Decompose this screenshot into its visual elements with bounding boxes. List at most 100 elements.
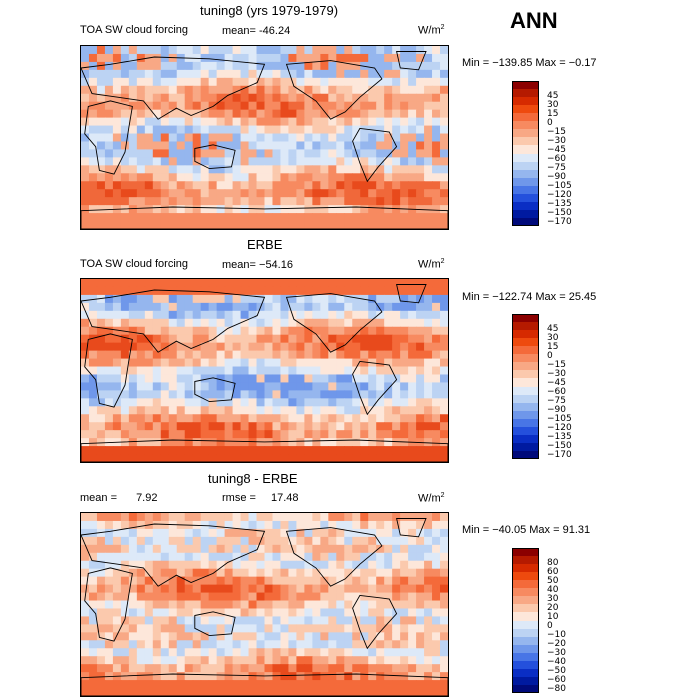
map-cell — [144, 624, 154, 633]
map-cell — [232, 366, 242, 376]
map-cell — [432, 141, 441, 151]
map-cell — [144, 454, 154, 462]
map-cell — [440, 552, 448, 562]
map-cell — [328, 398, 337, 407]
map-cell — [160, 326, 170, 336]
map-cell — [112, 85, 122, 95]
map-cell — [424, 133, 433, 143]
map-cell — [368, 294, 377, 304]
map-cell — [376, 165, 385, 174]
map-cell — [432, 149, 441, 158]
map-cell — [352, 422, 361, 431]
map-cell — [240, 584, 250, 594]
map-cell — [88, 513, 98, 522]
colorbar-cell — [512, 330, 539, 339]
map-cell — [176, 173, 186, 182]
map-cell — [104, 61, 114, 71]
map-cell — [216, 656, 226, 665]
map-cell — [248, 568, 258, 578]
map-cell — [296, 528, 305, 538]
map-cell — [88, 446, 98, 455]
map-cell — [128, 528, 138, 538]
map-cell — [320, 141, 329, 151]
map-cell — [184, 560, 194, 570]
map-cell — [280, 560, 290, 570]
map-cell — [104, 93, 114, 103]
map-cell — [304, 438, 313, 447]
map-cell — [216, 165, 226, 174]
map-cell — [416, 141, 425, 151]
map-cell — [184, 648, 194, 657]
map-cell — [264, 189, 274, 198]
map-cell — [144, 640, 154, 649]
map-cell — [128, 544, 138, 554]
map-cell — [392, 632, 401, 641]
map-cell — [424, 640, 433, 649]
map-cell — [328, 141, 337, 151]
map-cell — [424, 350, 433, 360]
map-cell — [152, 406, 162, 415]
colorbar-cell — [512, 161, 539, 171]
map-cell — [320, 446, 329, 455]
map-cell — [416, 592, 425, 602]
map-cell — [440, 648, 448, 657]
map-cell — [432, 221, 441, 229]
map-cell — [208, 600, 218, 610]
map-cell — [288, 157, 298, 166]
map-cell — [152, 125, 162, 135]
map-cell — [176, 117, 186, 127]
map-cell — [288, 688, 298, 696]
map-cell — [336, 302, 345, 312]
map-cell — [376, 109, 385, 119]
map-cell — [440, 189, 448, 198]
map-cell — [216, 205, 226, 214]
map-cell — [368, 624, 377, 633]
map-cell — [104, 624, 114, 633]
map-cell — [264, 520, 274, 530]
map-cell — [81, 568, 90, 578]
map-cell — [152, 221, 162, 229]
map-cell — [312, 69, 321, 79]
map-cell — [144, 438, 154, 447]
map-cell — [88, 189, 98, 198]
map-cell — [432, 205, 441, 214]
map-cell — [272, 69, 282, 79]
map-cell — [240, 600, 250, 610]
map-cell — [408, 600, 417, 610]
map-cell — [296, 672, 305, 681]
map-cell — [192, 672, 202, 681]
map-cell — [304, 310, 313, 320]
map-cell — [416, 560, 425, 570]
map-cell — [432, 624, 441, 633]
map-cell — [224, 513, 234, 522]
map-cell — [96, 624, 106, 633]
map-cell — [192, 592, 202, 602]
map-cell — [312, 77, 321, 87]
colorbar-tick-label: −10 — [547, 630, 566, 641]
map-cell — [128, 688, 138, 696]
map-cell — [432, 157, 441, 166]
map-cell — [88, 544, 98, 554]
map-cell — [112, 513, 122, 522]
map-cell — [312, 592, 321, 602]
map-cell — [112, 608, 122, 618]
map-cell — [424, 513, 433, 522]
map-cell — [352, 513, 361, 522]
map-cell — [360, 438, 369, 447]
map-cell — [432, 61, 441, 71]
map-cell — [240, 672, 250, 681]
map-cell — [280, 61, 290, 71]
map-cell — [96, 536, 106, 546]
map-cell — [312, 406, 321, 415]
map-cell — [408, 608, 417, 618]
map-cell — [168, 624, 178, 633]
map-cell — [272, 656, 282, 665]
map-cell — [104, 398, 114, 407]
map-cell — [440, 93, 448, 103]
map-cell — [208, 422, 218, 431]
map-cell — [384, 592, 393, 602]
map-cell — [328, 101, 337, 111]
map-cell — [112, 334, 122, 344]
map-cell — [296, 648, 305, 657]
map-cell — [176, 109, 186, 119]
